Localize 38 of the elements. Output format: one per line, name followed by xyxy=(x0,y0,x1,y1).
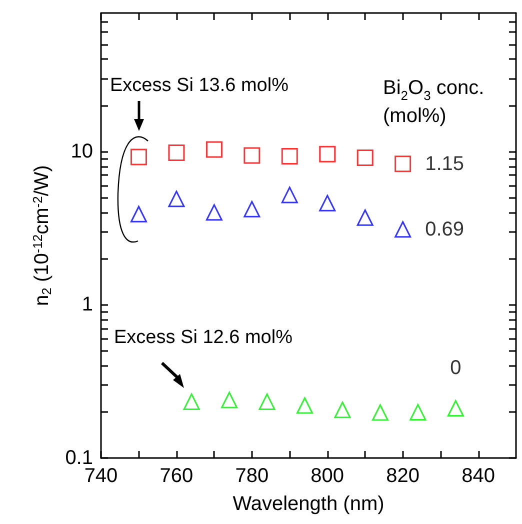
point xyxy=(334,402,351,418)
point xyxy=(319,146,336,162)
point xyxy=(130,148,147,166)
series-label: 0.69 xyxy=(425,218,464,240)
x-tick-label: 780 xyxy=(235,465,269,487)
x-tick-label: 840 xyxy=(462,465,495,487)
point xyxy=(206,204,222,221)
point xyxy=(168,144,185,162)
annotation: Excess Si 12.6 mol% xyxy=(114,327,293,348)
y-axis-title: n2 (10-12cm-2/W) xyxy=(30,165,54,306)
point xyxy=(394,156,412,172)
y-tick-label: 1 xyxy=(82,294,93,316)
x-tick-label: 820 xyxy=(386,465,420,487)
point xyxy=(356,209,374,226)
series-label: 0 xyxy=(450,357,462,380)
point xyxy=(244,200,260,218)
point xyxy=(244,147,260,164)
point xyxy=(206,141,222,158)
point xyxy=(281,148,298,165)
point xyxy=(296,397,313,414)
point xyxy=(281,186,298,204)
y-tick-label: 10 xyxy=(70,140,93,162)
x-tick-label: 800 xyxy=(310,465,344,487)
point xyxy=(319,194,336,212)
point xyxy=(394,221,412,238)
series-label: 1.15 xyxy=(425,152,464,175)
point xyxy=(372,404,388,421)
point xyxy=(183,393,200,410)
point xyxy=(168,190,185,208)
point xyxy=(221,392,238,408)
point xyxy=(447,400,464,417)
point xyxy=(356,149,374,166)
x-axis-title: Wavelength (nm) xyxy=(232,493,384,515)
x-tick-label: 760 xyxy=(160,465,194,487)
annotation: Excess Si 13.6 mol% xyxy=(110,75,289,96)
point xyxy=(130,206,147,222)
point xyxy=(410,404,426,420)
point xyxy=(258,393,276,410)
